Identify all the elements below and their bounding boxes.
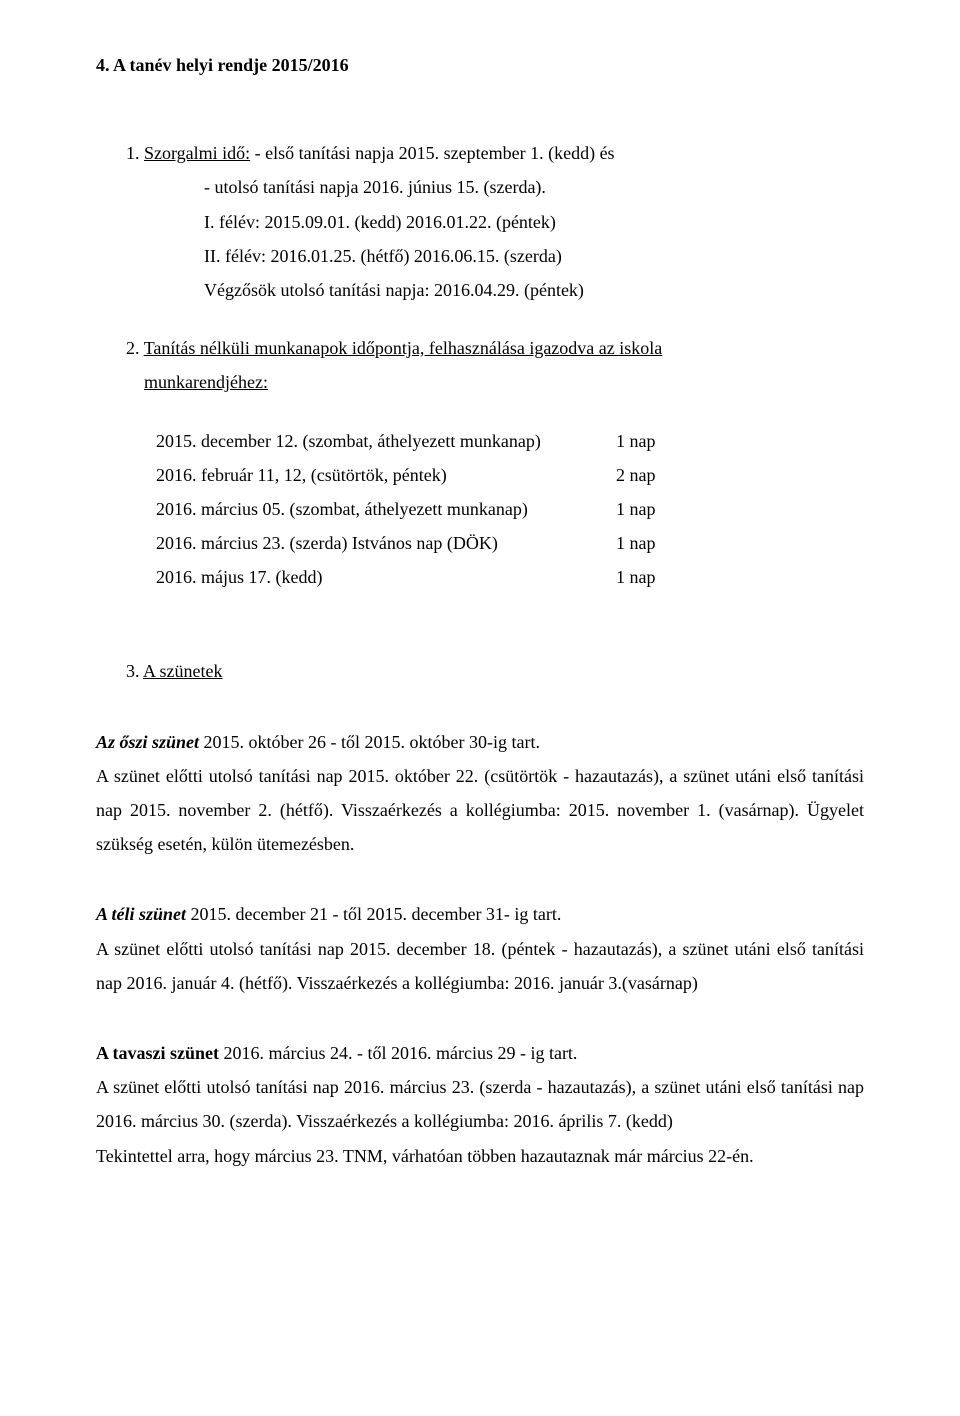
teli-block: A téli szünet 2015. december 21 - től 20… (96, 897, 864, 1000)
document-page: 4. A tanév helyi rendje 2015/2016 1. Szo… (0, 0, 960, 1416)
row-b: 1 nap (616, 526, 656, 560)
section-2: 2. Tanítás nélküli munkanapok időpontja,… (96, 331, 864, 365)
table-row: 2016. március 23. (szerda) Istvános nap … (156, 526, 864, 560)
oszi-l1a: Az őszi szünet (96, 732, 199, 752)
teli-l1b: 2015. december 21 - től 2015. december 3… (186, 904, 561, 924)
sec3-title: A szünetek (143, 661, 222, 681)
tavaszi-l1: A tavaszi szünet 2016. március 24. - től… (96, 1036, 864, 1070)
teli-l1a: A téli szünet (96, 904, 186, 924)
row-b: 1 nap (616, 492, 656, 526)
sec2-num: 2. (126, 338, 140, 358)
row-b: 1 nap (616, 560, 656, 594)
page-title: 4. A tanév helyi rendje 2015/2016 (96, 48, 864, 82)
section-3: 3. A szünetek (96, 654, 864, 688)
tavaszi-l1a: A tavaszi szünet (96, 1043, 219, 1063)
sec1-line1b: - utolsó tanítási napja 2016. június 15.… (96, 170, 864, 204)
oszi-l1: Az őszi szünet 2015. október 26 - től 20… (96, 725, 864, 759)
sec1-line2: I. félév: 2015.09.01. (kedd) 2016.01.22.… (96, 205, 864, 239)
row-a: 2016. március 23. (szerda) Istvános nap … (156, 526, 616, 560)
oszi-l2: A szünet előtti utolsó tanítási nap 2015… (96, 759, 864, 862)
row-a: 2016. március 05. (szombat, áthelyezett … (156, 492, 616, 526)
sec1-line3: II. félév: 2016.01.25. (hétfő) 2016.06.1… (96, 239, 864, 273)
tavaszi-block: A tavaszi szünet 2016. március 24. - től… (96, 1036, 864, 1173)
table-row: 2016. május 17. (kedd) 1 nap (156, 560, 864, 594)
tavaszi-l2: A szünet előtti utolsó tanítási nap 2016… (96, 1070, 864, 1138)
tavaszi-l3: Tekintettel arra, hogy március 23. TNM, … (96, 1139, 864, 1173)
sec1-line4: Végzősök utolsó tanítási napja: 2016.04.… (96, 273, 864, 307)
sec2-title-a: Tanítás nélküli munkanapok időpontja, fe… (144, 338, 663, 358)
table-row: 2016. március 05. (szombat, áthelyezett … (156, 492, 864, 526)
oszi-block: Az őszi szünet 2015. október 26 - től 20… (96, 725, 864, 862)
row-a: 2016. február 11, 12, (csütörtök, péntek… (156, 458, 616, 492)
section-1: 1. Szorgalmi idő: - első tanítási napja … (96, 136, 864, 170)
sec1-line1a: - első tanítási napja 2015. szeptember 1… (255, 143, 615, 163)
row-b: 1 nap (616, 424, 656, 458)
sec2-table: 2015. december 12. (szombat, áthelyezett… (96, 424, 864, 595)
table-row: 2015. december 12. (szombat, áthelyezett… (156, 424, 864, 458)
table-row: 2016. február 11, 12, (csütörtök, péntek… (156, 458, 864, 492)
sec3-num: 3. (126, 661, 140, 681)
row-a: 2015. december 12. (szombat, áthelyezett… (156, 424, 616, 458)
sec1-num: 1. (126, 143, 140, 163)
row-a: 2016. május 17. (kedd) (156, 560, 616, 594)
row-b: 2 nap (616, 458, 656, 492)
oszi-l1b: 2015. október 26 - től 2015. október 30-… (199, 732, 540, 752)
tavaszi-l1b: 2016. március 24. - től 2016. március 29… (219, 1043, 577, 1063)
teli-l1: A téli szünet 2015. december 21 - től 20… (96, 897, 864, 931)
sec2-title-b: munkarendjéhez: (144, 372, 268, 392)
sec1-label: Szorgalmi idő: (144, 143, 250, 163)
teli-l2: A szünet előtti utolsó tanítási nap 2015… (96, 932, 864, 1000)
